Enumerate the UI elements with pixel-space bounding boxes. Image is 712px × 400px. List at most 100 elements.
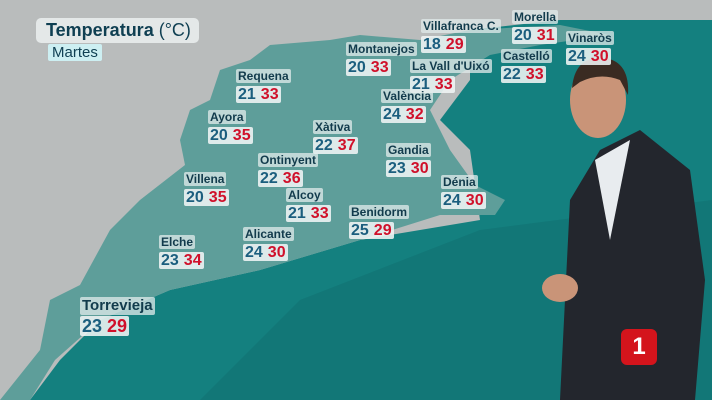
station-name: Alicante [243, 227, 294, 241]
temps: 23 34 [159, 252, 204, 269]
max-temp: 29 [107, 316, 128, 336]
station-benidorm: Benidorm 25 29 [349, 203, 410, 239]
station-name: Elche [159, 235, 196, 249]
station-elche: Elche 23 34 [159, 233, 204, 269]
station-name: Torrevieja [80, 297, 155, 315]
min-temp: 24 [443, 192, 461, 209]
temps: 22 33 [501, 66, 546, 83]
min-temp: 24 [568, 48, 586, 65]
temps: 20 35 [184, 189, 229, 206]
unit: (°C) [158, 20, 191, 40]
temps: 18 29 [421, 36, 466, 53]
station-alcoy: Alcoy 21 33 [286, 186, 331, 222]
station-castell-: Castelló 22 33 [501, 47, 552, 83]
max-temp: 32 [405, 106, 424, 123]
min-temp: 24 [245, 244, 263, 261]
temps: 21 33 [236, 86, 281, 103]
temps: 24 30 [566, 48, 611, 65]
max-temp: 33 [370, 59, 389, 76]
station-name: València [381, 89, 434, 103]
station-villafranca-c-: Villafranca C. 18 29 [421, 17, 501, 53]
station-vinar-s: Vinaròs 24 30 [566, 29, 614, 65]
min-temp: 24 [383, 106, 401, 123]
station-la-vall-d-uix-: La Vall d'Uixó 21 33 [410, 57, 492, 93]
station-name: Dénia [441, 175, 478, 189]
max-temp: 30 [267, 244, 286, 261]
station-gandia: Gandia 23 30 [386, 141, 431, 177]
temps: 21 33 [286, 205, 331, 222]
station-name: Alcoy [286, 188, 323, 202]
station-montanejos: Montanejos 20 33 [346, 40, 417, 76]
max-temp: 35 [232, 127, 251, 144]
max-temp: 34 [183, 252, 202, 269]
min-temp: 22 [315, 137, 333, 154]
temps: 23 30 [386, 160, 431, 177]
station-name: Vinaròs [566, 31, 614, 45]
station-name: Benidorm [349, 205, 410, 219]
min-temp: 23 [82, 316, 103, 336]
max-temp: 33 [310, 205, 329, 222]
station-name: Ontinyent [258, 153, 318, 167]
station-name: Villafranca C. [421, 19, 501, 33]
station-name: Morella [512, 10, 559, 24]
min-temp: 20 [210, 127, 228, 144]
station-x-tiva: Xàtiva 22 37 [313, 118, 358, 154]
station-torrevieja: Torrevieja 23 29 [80, 297, 155, 336]
station-name: Gandia [386, 143, 431, 157]
max-temp: 36 [282, 170, 301, 187]
station-ayora: Ayora 20 35 [208, 108, 253, 144]
max-temp: 29 [373, 222, 392, 239]
temps: 24 30 [243, 244, 288, 261]
station-name: Ayora [208, 110, 246, 124]
min-temp: 21 [412, 76, 430, 93]
min-temp: 22 [503, 66, 521, 83]
temps: 20 33 [346, 59, 391, 76]
station-val-ncia: València 24 32 [381, 87, 434, 123]
max-temp: 33 [434, 76, 453, 93]
station-name: Montanejos [346, 42, 417, 56]
max-temp: 31 [536, 27, 555, 44]
station-name: Castelló [501, 49, 552, 63]
max-temp: 30 [465, 192, 484, 209]
temps: 20 35 [208, 127, 253, 144]
temps: 25 29 [349, 222, 394, 239]
title-banner: Temperatura (°C) [36, 18, 199, 43]
title: Temperatura [46, 20, 154, 40]
presenter [542, 57, 705, 400]
min-temp: 21 [288, 205, 306, 222]
min-temp: 18 [423, 36, 441, 53]
temps: 20 31 [512, 27, 557, 44]
max-temp: 33 [525, 66, 544, 83]
station-ontinyent: Ontinyent 22 36 [258, 151, 318, 187]
max-temp: 30 [410, 160, 429, 177]
station-morella: Morella 20 31 [512, 8, 559, 44]
min-temp: 21 [238, 86, 256, 103]
tve1-logo: 1 [621, 329, 657, 365]
min-temp: 25 [351, 222, 369, 239]
max-temp: 33 [260, 86, 279, 103]
min-temp: 20 [186, 189, 204, 206]
temps: 21 33 [410, 76, 455, 93]
station-alicante: Alicante 24 30 [243, 225, 294, 261]
max-temp: 35 [208, 189, 227, 206]
station-name: La Vall d'Uixó [410, 59, 492, 73]
temps: 23 29 [80, 316, 130, 336]
day-label: Martes [48, 44, 102, 61]
min-temp: 20 [514, 27, 532, 44]
station-d-nia: Dénia 24 30 [441, 173, 486, 209]
temps: 24 30 [441, 192, 486, 209]
temps: 22 37 [313, 137, 358, 154]
station-requena: Requena 21 33 [236, 67, 291, 103]
max-temp: 30 [590, 48, 609, 65]
min-temp: 22 [260, 170, 278, 187]
station-name: Xàtiva [313, 120, 353, 134]
station-name: Villena [184, 172, 227, 186]
min-temp: 20 [348, 59, 366, 76]
max-temp: 37 [337, 137, 356, 154]
temps: 24 32 [381, 106, 426, 123]
temps: 22 36 [258, 170, 303, 187]
station-name: Requena [236, 69, 291, 83]
max-temp: 29 [445, 36, 464, 53]
min-temp: 23 [161, 252, 179, 269]
min-temp: 23 [388, 160, 406, 177]
